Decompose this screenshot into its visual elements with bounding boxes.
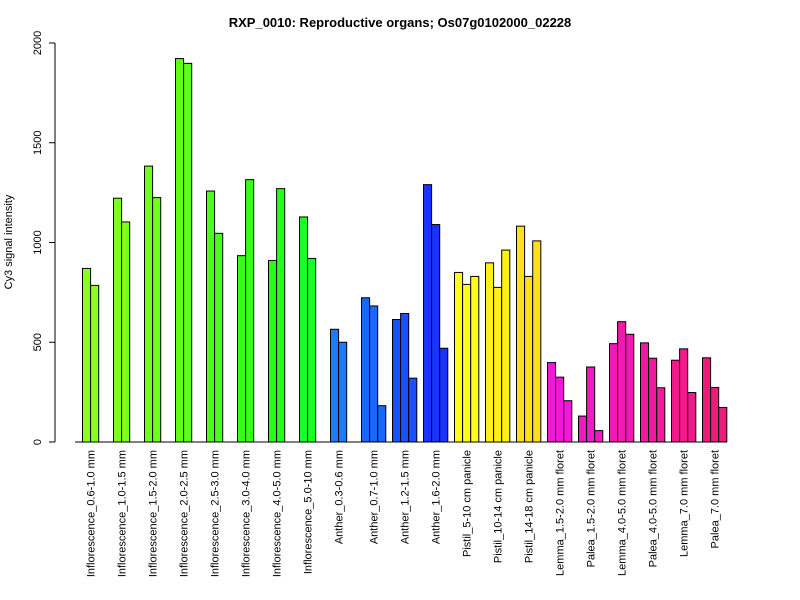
y-tick-label: 1000 [32, 230, 44, 254]
bar [245, 179, 255, 443]
bar [206, 190, 216, 443]
x-tick-label: Inflorescence_4.0-5.0 mm [272, 450, 284, 577]
bar [439, 347, 449, 443]
bar [144, 165, 154, 443]
bar [307, 257, 317, 443]
x-tick-label: Lemma_1.5-2.0 mm floret [555, 450, 567, 576]
bar [454, 271, 464, 443]
bar [152, 197, 162, 443]
bar [687, 392, 697, 443]
chart-title: RXP_0010: Reproductive organs; Os07g0102… [229, 15, 572, 30]
bar [710, 387, 720, 443]
bar [563, 400, 573, 443]
x-tick-label: Pistil_14-18 cm panicle [524, 450, 536, 563]
bar [609, 343, 619, 443]
bar [369, 305, 379, 443]
bar [431, 224, 441, 443]
y-tick-label: 0 [32, 439, 44, 445]
bar [493, 286, 503, 443]
bar [625, 333, 635, 443]
bar [485, 262, 495, 443]
bar [330, 328, 340, 443]
bar [361, 297, 371, 443]
bar [408, 377, 418, 443]
x-tick-label: Inflorescence_1.0-1.5 mm [117, 450, 129, 577]
bar [501, 249, 511, 443]
bar [175, 58, 185, 443]
x-tick-label: Pistil_5-10 cm panicle [462, 450, 474, 557]
bars-group [82, 58, 728, 443]
bar [532, 240, 542, 443]
x-tick-label: Palea_7.0 mm floret [710, 450, 722, 548]
bar [214, 232, 224, 443]
bar [656, 387, 666, 443]
y-axis: 0 500 1000 1500 2000 [32, 31, 56, 445]
bar [276, 188, 286, 443]
bar [113, 197, 123, 443]
x-tick-label: Inflorescence_2.0-2.5 mm [179, 450, 191, 577]
bar [268, 259, 278, 443]
x-tick-label: Anther_0.3-0.6 mm [334, 450, 346, 544]
bar [516, 225, 526, 443]
bar [462, 283, 472, 443]
x-tick-label: Anther_1.6-2.0 mm [431, 450, 443, 544]
bar [183, 62, 193, 443]
bar [423, 184, 433, 443]
x-tick-label: Lemma_7.0 mm floret [679, 450, 691, 557]
bar [702, 357, 712, 443]
x-tick-label: Anther_0.7-1.0 mm [369, 450, 381, 544]
bar [679, 348, 689, 443]
x-tick-label: Inflorescence_3.0-4.0 mm [241, 450, 253, 577]
y-tick-label: 500 [32, 333, 44, 351]
y-tick-label: 2000 [32, 31, 44, 55]
x-tick-labels: Inflorescence_0.6-1.0 mm Inflorescence_1.… [86, 450, 722, 577]
bar [470, 275, 480, 443]
x-tick-label: Anther_1.2-1.5 mm [400, 450, 412, 544]
bar [671, 359, 681, 443]
y-tick-label: 1500 [32, 131, 44, 155]
bar [392, 319, 402, 443]
x-tick-label: Palea_1.5-2.0 mm floret [586, 450, 598, 567]
bar [338, 341, 348, 443]
x-tick-label: Inflorescence_5.0-10 mm [303, 450, 315, 574]
x-tick-label: Inflorescence_2.5-3.0 mm [210, 450, 222, 577]
x-tick-label: Palea_4.0-5.0 mm floret [648, 450, 660, 567]
bar [648, 357, 658, 443]
x-tick-label: Inflorescence_0.6-1.0 mm [86, 450, 98, 577]
bar [547, 362, 557, 443]
bar [299, 216, 309, 443]
bar [524, 275, 534, 443]
bar [617, 321, 627, 443]
y-axis-label: Cy3 signal intensity [3, 194, 15, 289]
bar [578, 415, 588, 443]
bar [377, 405, 387, 443]
bar [586, 366, 596, 443]
bar [400, 313, 410, 443]
x-tick-label: Inflorescence_1.5-2.0 mm [148, 450, 160, 577]
x-tick-label: Lemma_4.0-5.0 mm floret [617, 450, 629, 576]
bar [121, 221, 131, 443]
x-tick-label: Pistil_10-14 cm panicle [493, 450, 505, 563]
bar [640, 342, 650, 443]
bar [594, 430, 604, 443]
bar [237, 255, 247, 443]
bar [555, 376, 565, 443]
bar [718, 406, 728, 443]
bar [82, 267, 92, 443]
bar [90, 284, 100, 443]
